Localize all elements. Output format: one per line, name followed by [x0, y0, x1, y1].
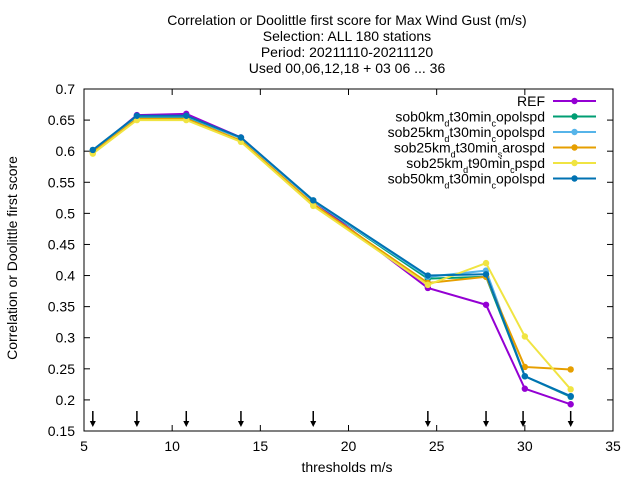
threshold-arrow	[483, 411, 490, 427]
data-point	[482, 259, 490, 267]
data-point	[567, 401, 574, 408]
series-group	[89, 110, 574, 408]
threshold-arrow	[520, 411, 527, 427]
legend-marker	[571, 159, 578, 167]
y-tick-label: 0.4	[56, 268, 76, 284]
x-axis: 5 10 15 20 25 30 35	[80, 89, 621, 454]
data-point	[482, 301, 490, 308]
threshold-arrow	[183, 411, 190, 427]
y-tick-label: 0.45	[48, 236, 75, 252]
threshold-arrow	[424, 411, 431, 427]
legend-label: sob0kmdt30mincopolspd	[395, 109, 545, 129]
data-point	[89, 146, 97, 154]
legend-item: sob50kmdt30mincopolspd	[388, 171, 596, 191]
legend-marker	[571, 144, 578, 151]
data-point	[237, 134, 245, 141]
data-point	[310, 202, 317, 210]
data-point	[310, 197, 317, 204]
y-tick-label: 0.55	[48, 174, 75, 190]
chart-title: Correlation or Doolittle first score for…	[167, 12, 526, 76]
legend-item: sob0kmdt30mincopolspd	[395, 109, 596, 129]
y-tick-label: 0.65	[48, 112, 75, 128]
data-point	[521, 385, 529, 392]
y-tick-label: 0.2	[56, 392, 76, 408]
y-tick-label: 0.35	[48, 299, 75, 315]
y-axis-label: Correlation or Doolittle first score	[4, 156, 20, 360]
x-axis-label: thresholds m/s	[301, 459, 392, 475]
data-point	[567, 366, 574, 373]
legend-marker	[571, 175, 578, 182]
legend-marker	[571, 113, 578, 120]
threshold-arrow	[567, 411, 574, 427]
x-tick-label: 30	[517, 438, 533, 454]
title-line: Correlation or Doolittle first score for…	[167, 12, 526, 28]
y-axis: 0.15 0.2 0.25 0.3 0.35 0.4 0.45 0.5 0.55 0.6 0.65 0…	[48, 81, 613, 439]
data-point	[424, 272, 432, 279]
y-tick-label: 0.7	[56, 81, 76, 97]
y-tick-label: 0.6	[56, 143, 76, 159]
x-tick-label: 15	[253, 438, 269, 454]
legend-marker	[571, 97, 578, 105]
data-point	[133, 112, 141, 119]
y-tick-label: 0.15	[48, 423, 75, 439]
legend-marker	[571, 128, 578, 136]
data-point	[521, 333, 529, 340]
x-tick-label: 5	[80, 438, 88, 454]
title-line: Used 00,06,12,18 + 03 06 ... 36	[249, 60, 446, 76]
legend-item: REF	[517, 93, 596, 109]
x-tick-label: 25	[429, 438, 445, 454]
threshold-arrow	[89, 411, 96, 427]
legend-label: sob50kmdt30mincopolspd	[388, 171, 545, 191]
y-tick-label: 0.5	[56, 205, 76, 221]
threshold-arrow	[310, 411, 317, 427]
data-point	[482, 271, 490, 278]
legend-item: sob25kmdt30mincopolspd	[388, 124, 596, 144]
series-5	[89, 112, 574, 400]
threshold-arrow	[237, 411, 244, 427]
data-point	[521, 363, 529, 371]
data-point	[424, 281, 432, 289]
threshold-markers	[89, 411, 574, 427]
y-tick-label: 0.3	[56, 330, 76, 346]
legend-label: sob25kmdt90mincpspd	[406, 155, 545, 175]
threshold-arrow	[133, 411, 140, 427]
data-point	[567, 392, 574, 400]
legend-label: sob25kmdt30minsarospd	[394, 140, 545, 160]
legend-item: sob25kmdt90mincpspd	[406, 155, 596, 175]
y-tick-label: 0.25	[48, 361, 75, 377]
data-point	[567, 386, 574, 393]
x-tick-label: 35	[605, 438, 621, 454]
legend: REFsob0kmdt30mincopolspdsob25kmdt30minco…	[388, 93, 596, 191]
x-tick-label: 10	[164, 438, 180, 454]
legend-label: REF	[517, 93, 545, 109]
legend-item: sob25kmdt30minsarospd	[394, 140, 596, 160]
title-line: Selection: ALL 180 stations	[263, 28, 431, 44]
title-line: Period: 20211110-20211120	[261, 44, 434, 60]
data-point	[183, 112, 190, 119]
x-tick-label: 20	[341, 438, 357, 454]
legend-label: sob25kmdt30mincopolspd	[388, 124, 545, 144]
data-point	[521, 373, 529, 380]
